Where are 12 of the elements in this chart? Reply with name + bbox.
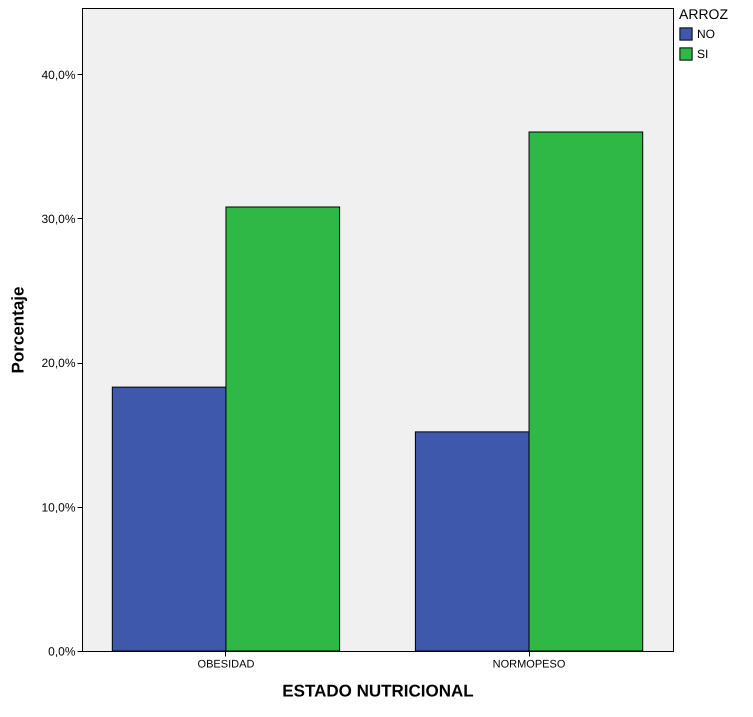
y-tick-label: 0,0% <box>48 644 76 658</box>
legend-title: ARROZ <box>679 6 728 22</box>
x-tick-label: OBESIDAD <box>198 658 254 670</box>
x-tick-label: NORMOPESO <box>492 658 566 670</box>
legend-label: SI <box>697 47 708 61</box>
y-tick-label: 20,0% <box>41 356 76 370</box>
y-tick-label: 40,0% <box>41 68 76 82</box>
y-tick-label: 30,0% <box>41 212 76 226</box>
y-axis-title: Porcentaje <box>8 286 28 374</box>
x-axis-title: ESTADO NUTRICIONAL <box>282 682 474 700</box>
y-tick-label: 10,0% <box>41 500 76 514</box>
legend-label: NO <box>697 27 715 41</box>
